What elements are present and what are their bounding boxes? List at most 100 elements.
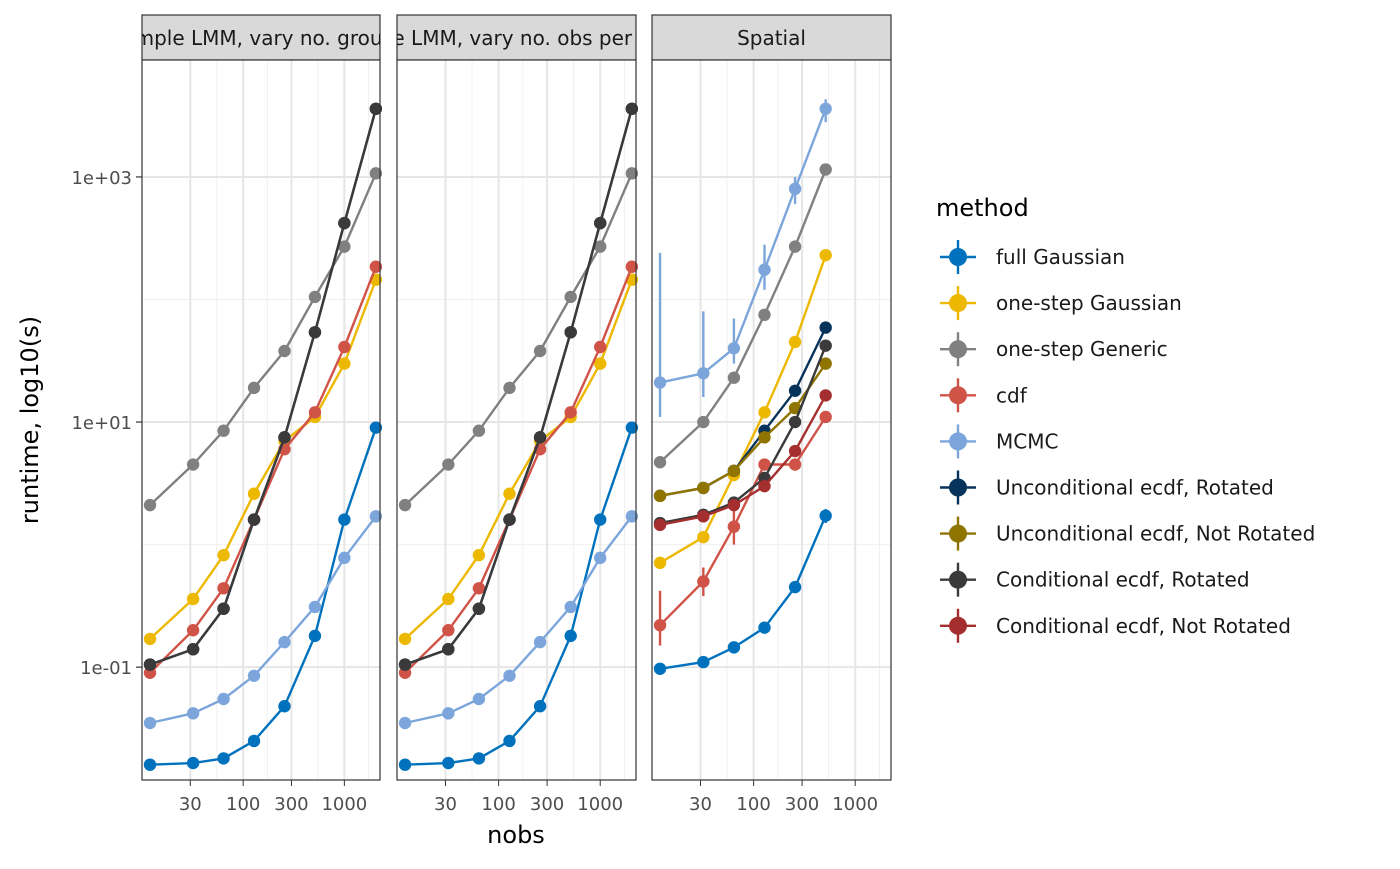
data-point	[625, 421, 639, 434]
panel-3: Spatial 30 100 300 1000	[651, 14, 892, 815]
data-point	[564, 290, 577, 304]
x-tick-label: 100	[736, 794, 770, 815]
panel-background	[397, 60, 636, 780]
data-point	[788, 458, 802, 471]
panel-border	[651, 59, 892, 781]
legend: method full Gaussian one-step Gaussian one-…	[936, 194, 1315, 643]
data-point	[472, 548, 486, 562]
x-tick-label: 1000	[321, 794, 367, 815]
data-point	[697, 510, 710, 523]
legend-label: one-step Generic	[996, 337, 1168, 361]
data-point	[338, 340, 351, 354]
x-tick-label: 300	[530, 794, 564, 815]
panel-strip	[396, 14, 637, 61]
data-point	[217, 424, 230, 437]
data-point	[788, 444, 802, 458]
data-point	[564, 600, 577, 614]
series-line	[659, 394, 827, 526]
data-point	[625, 260, 639, 273]
data-point	[653, 489, 667, 503]
data-point	[697, 415, 710, 429]
data-point	[278, 635, 291, 649]
data-point	[727, 371, 741, 384]
panel-2: Simple LMM, vary no. obs per group 30 100 3…	[336, 14, 696, 815]
legend-item: MCMC	[940, 424, 1058, 459]
data-point	[338, 240, 351, 253]
data-point	[442, 624, 455, 637]
x-tick-label: 100	[481, 794, 515, 815]
legend-item: Conditional ecdf, Not Rotated	[940, 608, 1291, 643]
y-tick-label: 1e+03	[71, 168, 132, 189]
legend-item: Conditional ecdf, Rotated	[940, 562, 1250, 597]
legend-key-point	[949, 386, 967, 405]
data-point	[143, 632, 157, 646]
data-point	[697, 530, 710, 544]
data-point	[278, 344, 291, 358]
series-line	[659, 515, 827, 670]
data-point	[186, 458, 200, 471]
legend-title: method	[936, 194, 1029, 222]
x-tick-label: 30	[179, 794, 202, 815]
data-point	[819, 163, 832, 176]
legend-key-point	[949, 570, 967, 589]
series-line	[149, 172, 378, 506]
panel-strip-label: Spatial	[737, 26, 806, 50]
data-point	[186, 707, 200, 720]
data-point	[594, 551, 607, 565]
data-point	[594, 513, 607, 526]
data-point	[758, 621, 771, 634]
legend-item: Unconditional ecdf, Rotated	[940, 470, 1274, 505]
legend-key-point	[949, 478, 967, 497]
panel-border	[396, 59, 637, 781]
legend-label: full Gaussian	[996, 245, 1125, 269]
data-point	[594, 216, 607, 230]
data-point	[503, 381, 516, 395]
panel-strip-label: Simple LMM, vary no. groups	[116, 26, 405, 50]
series-line	[404, 279, 633, 640]
data-point	[594, 340, 607, 354]
data-point	[533, 700, 547, 713]
data-point	[398, 658, 412, 671]
legend-label: one-step Gaussian	[996, 291, 1182, 315]
data-point	[564, 629, 577, 643]
legend-label: Unconditional ecdf, Not Rotated	[996, 522, 1315, 546]
data-point	[338, 551, 351, 565]
data-point	[788, 335, 802, 349]
data-point	[819, 509, 832, 522]
data-point	[338, 216, 351, 230]
legend-label: MCMC	[996, 429, 1058, 453]
data-point	[278, 431, 291, 444]
data-point	[369, 167, 383, 180]
data-point	[594, 240, 607, 253]
data-point	[472, 602, 486, 615]
x-tick-label: 300	[274, 794, 308, 815]
data-point	[308, 600, 322, 614]
legend-label: Conditional ecdf, Not Rotated	[996, 614, 1291, 638]
data-point	[653, 456, 667, 469]
panel-strip-label: Simple LMM, vary no. obs per group	[336, 26, 696, 50]
data-point	[594, 357, 607, 370]
strip-label-group: Simple LMM, vary no. groups	[116, 26, 405, 50]
legend-label: cdf	[996, 383, 1028, 407]
series-line	[149, 279, 378, 640]
data-point	[625, 102, 639, 115]
data-point	[653, 662, 667, 675]
legend-label: Unconditional ecdf, Rotated	[996, 476, 1274, 500]
data-point	[819, 410, 832, 424]
series-line	[659, 169, 827, 464]
data-point	[308, 326, 322, 339]
data-point	[338, 513, 351, 526]
series-line	[659, 345, 827, 525]
x-tick-label: 1000	[832, 794, 878, 815]
data-point	[247, 669, 261, 683]
strip-label-group: Simple LMM, vary no. obs per group	[336, 26, 696, 50]
panel-border	[141, 59, 381, 781]
panel-background	[142, 60, 380, 780]
data-point	[564, 326, 577, 339]
data-point	[758, 406, 771, 419]
series-line	[659, 362, 827, 497]
legend-item: Unconditional ecdf, Not Rotated	[940, 516, 1315, 551]
data-point	[442, 643, 455, 656]
data-point	[143, 716, 157, 730]
data-point	[442, 756, 455, 770]
